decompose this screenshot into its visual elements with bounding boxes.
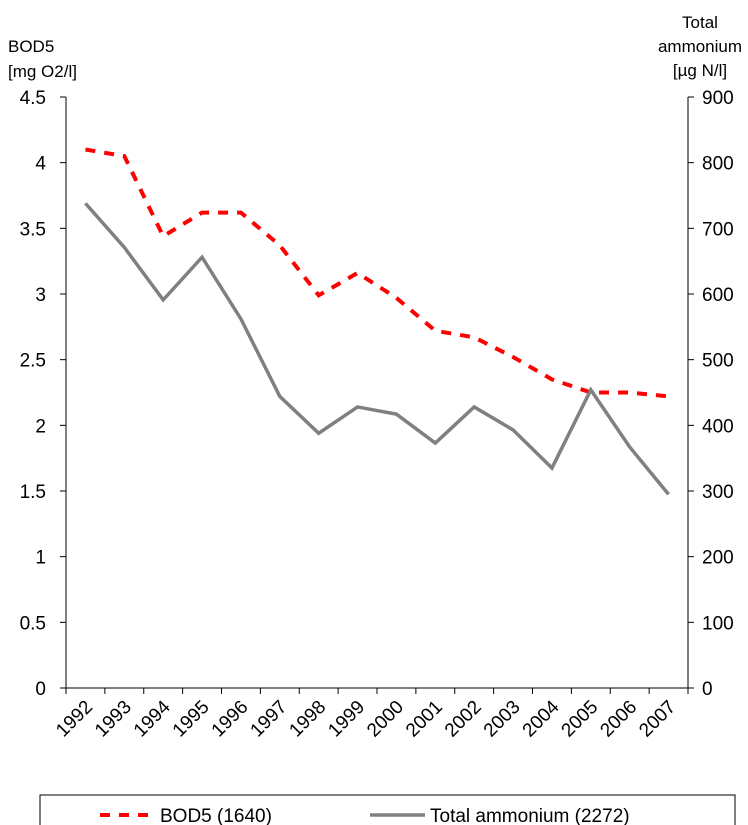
- y-tick-label: 1: [35, 548, 46, 569]
- y2-tick-label: 300: [702, 482, 734, 503]
- x-tick-label: 2004: [519, 696, 564, 741]
- x-tick-label: 2005: [558, 697, 603, 742]
- x-tick-label: 1997: [247, 697, 292, 742]
- legend-label: Total ammonium (2272): [430, 806, 630, 825]
- legend-box: [39, 794, 736, 825]
- y-tick-label: 3.5: [20, 219, 46, 240]
- legend-label: BOD5 (1640): [160, 806, 272, 825]
- x-tick-label: 1994: [130, 696, 175, 741]
- y-tick-label: 2: [35, 416, 46, 437]
- y2-axis-label: ammonium: [658, 37, 742, 56]
- x-tick-label: 2001: [402, 697, 447, 742]
- y-tick-label: 0.5: [20, 613, 46, 634]
- y2-tick-label: 800: [702, 154, 734, 175]
- x-tick-label: 2000: [363, 697, 408, 742]
- x-tick-label: 1996: [208, 697, 253, 742]
- y-tick-label: 3: [35, 285, 46, 306]
- y-tick-label: 4.5: [20, 88, 46, 109]
- x-tick-label: 1998: [285, 697, 330, 742]
- x-tick-label: 1995: [169, 697, 214, 742]
- y-tick-label: 2.5: [20, 351, 46, 372]
- x-tick-label: 2006: [596, 697, 641, 742]
- x-tick-label: 2007: [635, 697, 680, 742]
- y2-tick-label: 200: [702, 548, 734, 569]
- y2-tick-label: 700: [702, 219, 734, 240]
- y-tick-label: 0: [35, 679, 46, 700]
- series-line: [84, 202, 670, 496]
- series-line: [85, 147, 669, 399]
- y-axis-label: BOD5: [8, 37, 54, 56]
- x-tick-label: 2003: [480, 697, 525, 742]
- y2-axis-label: Total: [682, 13, 718, 32]
- y-axis-label: [mg O2/l]: [8, 62, 77, 81]
- y2-tick-label: 500: [702, 351, 734, 372]
- x-tick-label: 1992: [52, 697, 97, 742]
- y2-tick-label: 600: [702, 285, 734, 306]
- y2-tick-label: 100: [702, 613, 734, 634]
- y-tick-label: 4: [35, 154, 46, 175]
- x-tick-label: 1999: [324, 697, 369, 742]
- x-tick-label: 1993: [91, 697, 136, 742]
- y2-tick-label: 0: [702, 679, 713, 700]
- y2-axis-label: [µg N/l]: [673, 61, 727, 80]
- y2-tick-label: 900: [702, 88, 734, 109]
- x-tick-label: 2002: [441, 697, 486, 742]
- y-tick-label: 1.5: [20, 482, 46, 503]
- y2-tick-label: 400: [702, 416, 734, 437]
